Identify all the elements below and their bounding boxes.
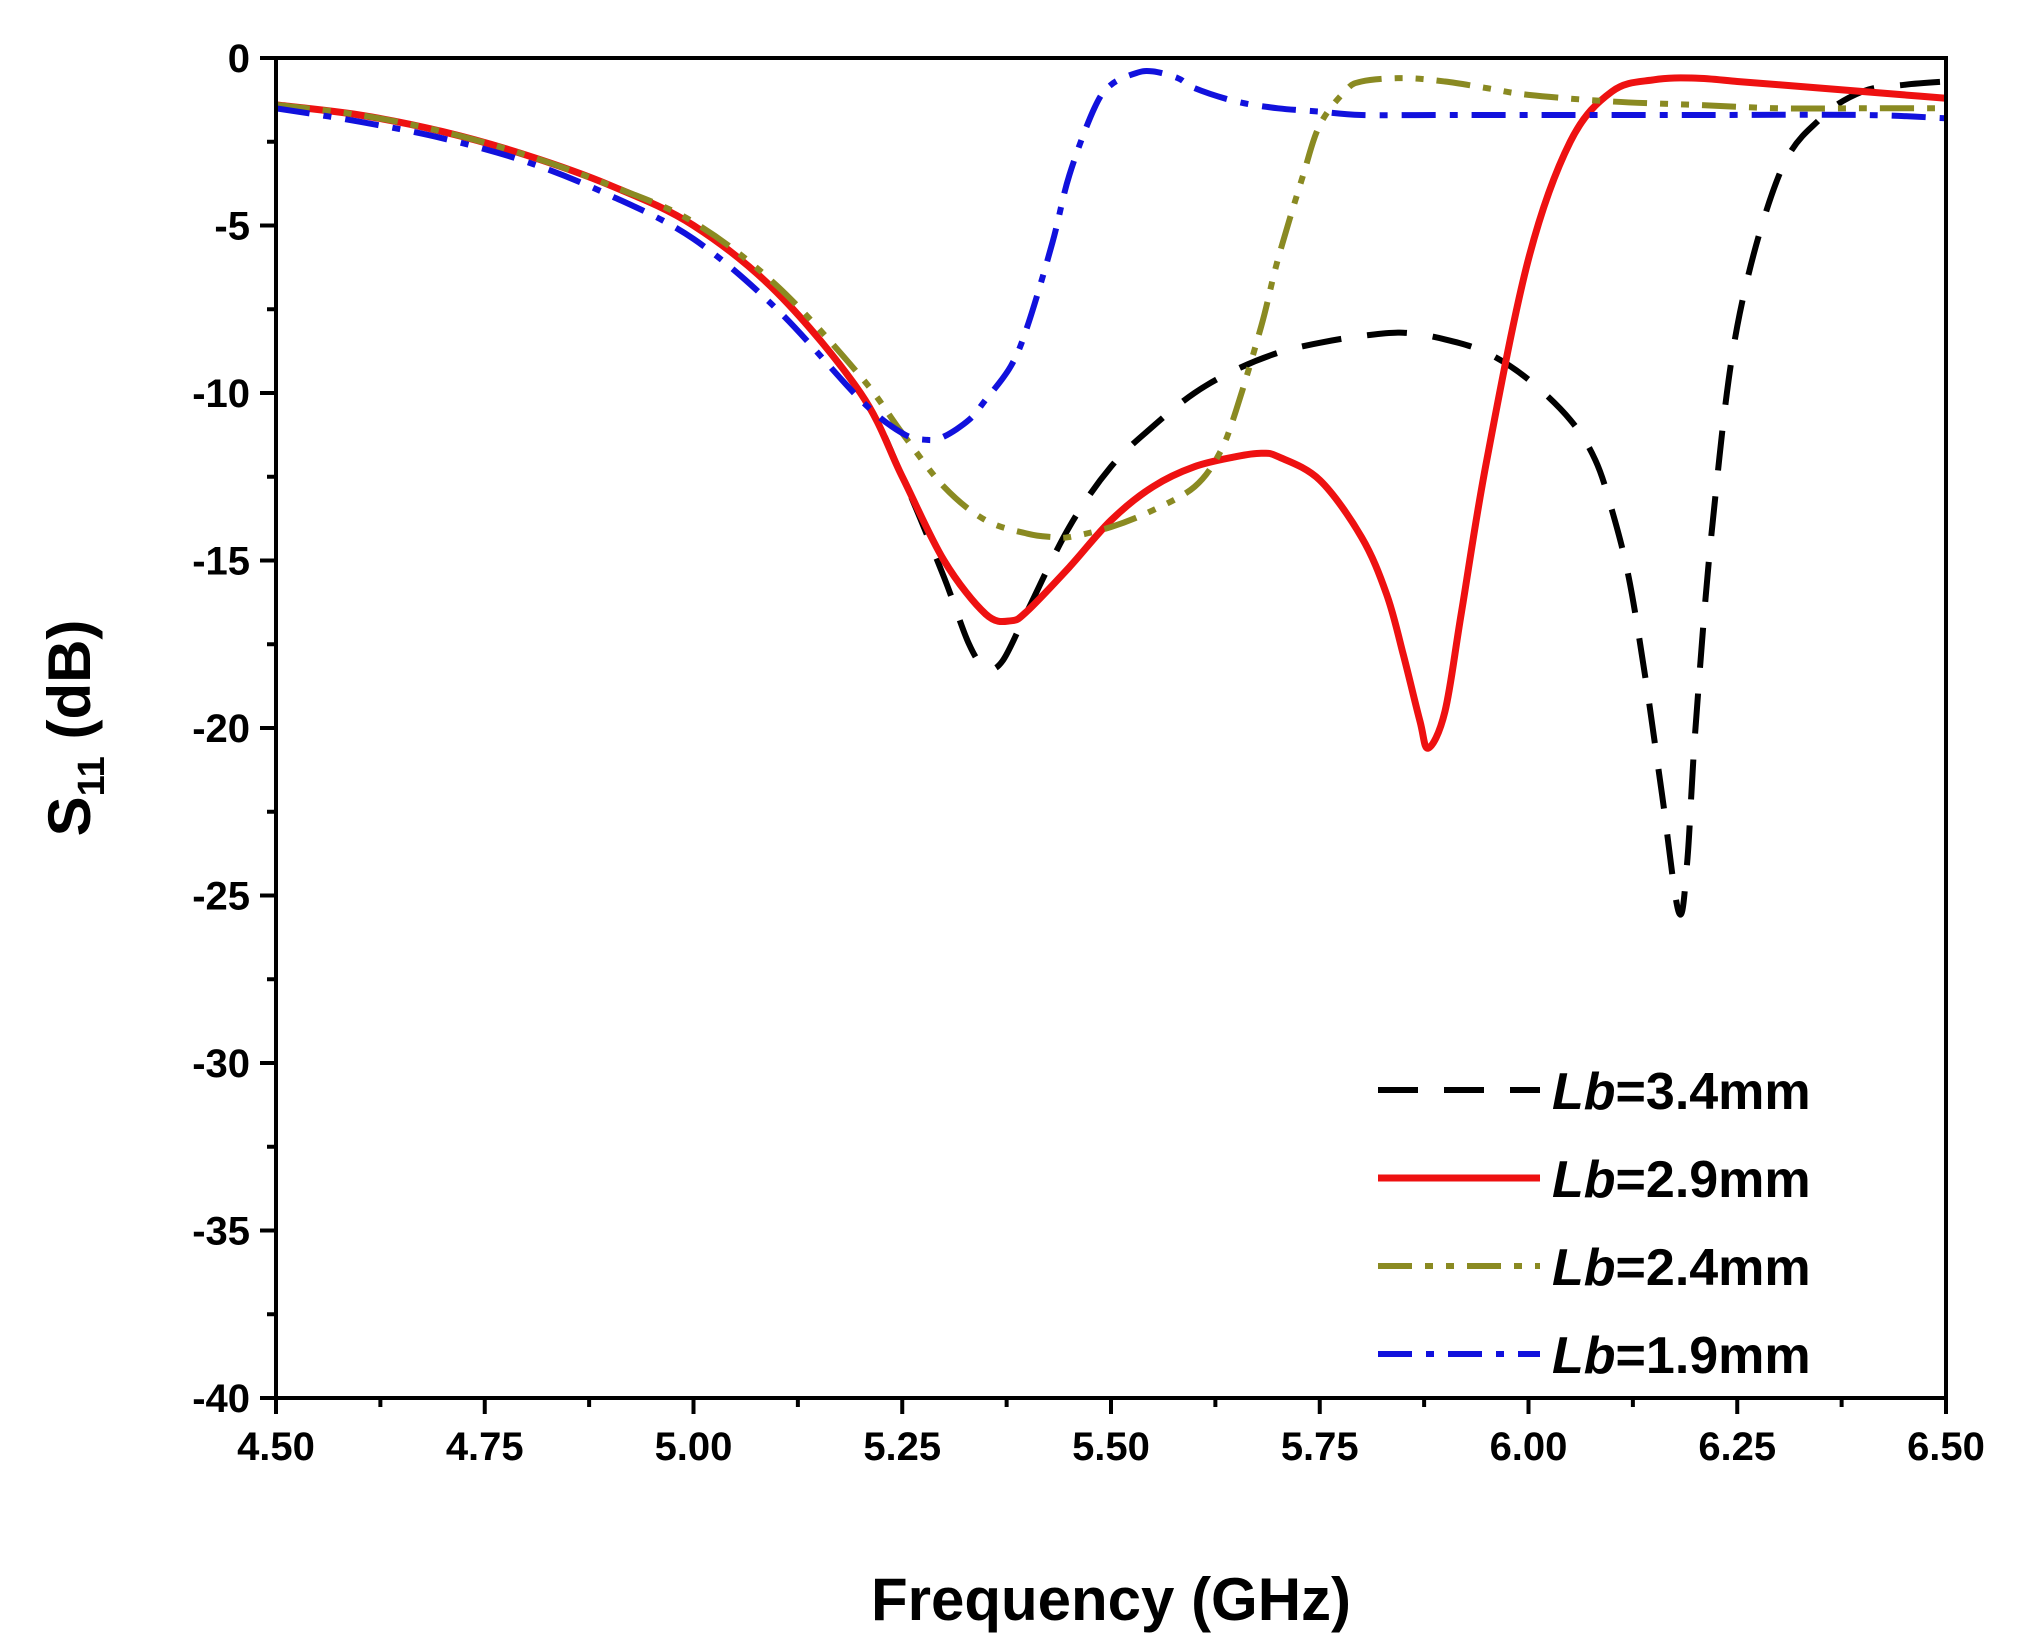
y-tick-label: -5 xyxy=(214,205,250,249)
y-axis-title-subscript: 11 xyxy=(71,756,113,796)
legend-label-variable: Lb xyxy=(1552,1151,1616,1209)
axes: 4.50 4.75 5.00 5.25 5.50 5.75 6.00 6.25 6.50 0 -5 -… xyxy=(192,37,1985,1469)
y-tick-label: 0 xyxy=(228,37,250,81)
y-tick-label: -25 xyxy=(192,875,250,919)
legend-label-2: Lb=2.9mm xyxy=(1552,1151,1811,1209)
y-axis-title-main: S xyxy=(36,796,103,836)
y-tick-label: -30 xyxy=(192,1042,250,1086)
y-tick-label: -15 xyxy=(192,540,250,584)
series-line-1 xyxy=(276,78,1946,918)
y-axis-title: S11 (dB) xyxy=(36,620,113,837)
x-tick-label: 5.00 xyxy=(655,1425,733,1469)
y-tick-label: -10 xyxy=(192,372,250,416)
legend-label-variable: Lb xyxy=(1552,1327,1616,1385)
y-tick-label: -40 xyxy=(192,1377,250,1421)
legend-label-value: =2.9mm xyxy=(1616,1151,1811,1209)
y-axis-title-unit: (dB) xyxy=(36,620,103,757)
legend-label-1: Lb=3.4mm xyxy=(1552,1063,1811,1121)
legend-label-value: =2.4mm xyxy=(1616,1239,1811,1297)
legend-label-value: =3.4mm xyxy=(1616,1063,1811,1121)
x-tick-label: 4.50 xyxy=(237,1425,315,1469)
x-axis-title: Frequency (GHz) xyxy=(871,1566,1351,1633)
series-line-4 xyxy=(276,67,1946,444)
legend-label-value: =1.9mm xyxy=(1616,1327,1811,1385)
x-tick-label: 4.75 xyxy=(446,1425,524,1469)
x-tick-label: 6.25 xyxy=(1698,1425,1776,1469)
legend-label-3: Lb=2.4mm xyxy=(1552,1239,1811,1297)
series-line-2 xyxy=(276,74,1946,752)
x-tick-label: 5.25 xyxy=(863,1425,941,1469)
legend-label-variable: Lb xyxy=(1552,1239,1616,1297)
x-tick-label: 5.75 xyxy=(1281,1425,1359,1469)
x-tick-label: 5.50 xyxy=(1072,1425,1150,1469)
legend-label-4: Lb=1.9mm xyxy=(1552,1327,1811,1385)
x-tick-label: 6.00 xyxy=(1490,1425,1568,1469)
y-tick-label: -35 xyxy=(192,1210,250,1254)
series-layer xyxy=(276,67,1946,918)
x-tick-label: 6.50 xyxy=(1907,1425,1985,1469)
y-tick-label: -20 xyxy=(192,707,250,751)
series-line-3 xyxy=(276,75,1946,541)
legend-label-variable: Lb xyxy=(1552,1063,1616,1121)
